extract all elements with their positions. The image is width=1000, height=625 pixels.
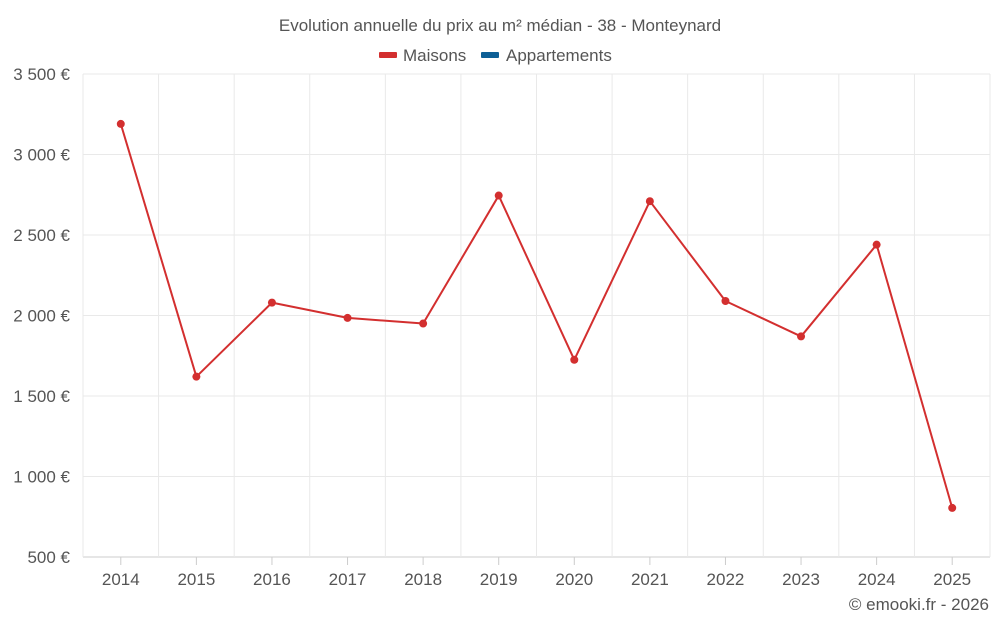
- footer-credit: © emooki.fr - 2026: [849, 595, 989, 614]
- x-tick-label: 2014: [102, 570, 140, 589]
- grid: [82, 73, 991, 558]
- x-tick-label: 2019: [480, 570, 518, 589]
- y-tick-label: 2 500 €: [13, 226, 70, 245]
- data-point[interactable]: [494, 191, 503, 200]
- chart-title: Evolution annuelle du prix au m² médian …: [279, 16, 721, 35]
- y-tick-label: 3 000 €: [13, 146, 70, 165]
- data-point[interactable]: [343, 313, 352, 322]
- data-point[interactable]: [721, 297, 730, 306]
- data-point[interactable]: [645, 197, 654, 206]
- x-axis-ticks: 2014 2015 2016 2017 2018 2019 2020 2021 2022 2023…: [102, 557, 971, 589]
- data-point[interactable]: [948, 503, 957, 512]
- x-tick-label: 2018: [404, 570, 442, 589]
- legend-label-maisons[interactable]: Maisons: [403, 46, 466, 65]
- x-tick-label: 2017: [329, 570, 367, 589]
- y-tick-label: 3 500 €: [13, 65, 70, 84]
- data-point[interactable]: [419, 319, 428, 328]
- y-tick-label: 1 500 €: [13, 387, 70, 406]
- y-axis-ticks: 500 € 1 000 € 1 500 € 2 000 € 2 500 € 3 000 €…: [13, 65, 70, 567]
- x-tick-label: 2020: [555, 570, 593, 589]
- y-tick-label: 500 €: [27, 548, 70, 567]
- x-tick-label: 2025: [933, 570, 971, 589]
- data-point[interactable]: [570, 355, 579, 364]
- x-tick-label: 2024: [858, 570, 896, 589]
- data-point[interactable]: [872, 240, 881, 249]
- series-line-maisons[interactable]: [119, 123, 954, 509]
- data-point[interactable]: [116, 119, 125, 128]
- legend-label-appartements[interactable]: Appartements: [506, 46, 612, 65]
- legend-swatch-appartements[interactable]: [481, 52, 499, 58]
- legend: Maisons Appartements: [379, 46, 612, 65]
- x-tick-label: 2016: [253, 570, 291, 589]
- x-tick-label: 2022: [707, 570, 745, 589]
- series-lines: [119, 123, 954, 509]
- y-tick-label: 2 000 €: [13, 307, 70, 326]
- data-point[interactable]: [797, 332, 806, 341]
- x-tick-label: 2023: [782, 570, 820, 589]
- x-tick-label: 2015: [177, 570, 215, 589]
- x-tick-label: 2021: [631, 570, 669, 589]
- data-point[interactable]: [267, 298, 276, 307]
- y-tick-label: 1 000 €: [13, 468, 70, 487]
- data-point[interactable]: [192, 372, 201, 381]
- legend-swatch-maisons[interactable]: [379, 52, 397, 58]
- series-points: [116, 119, 957, 512]
